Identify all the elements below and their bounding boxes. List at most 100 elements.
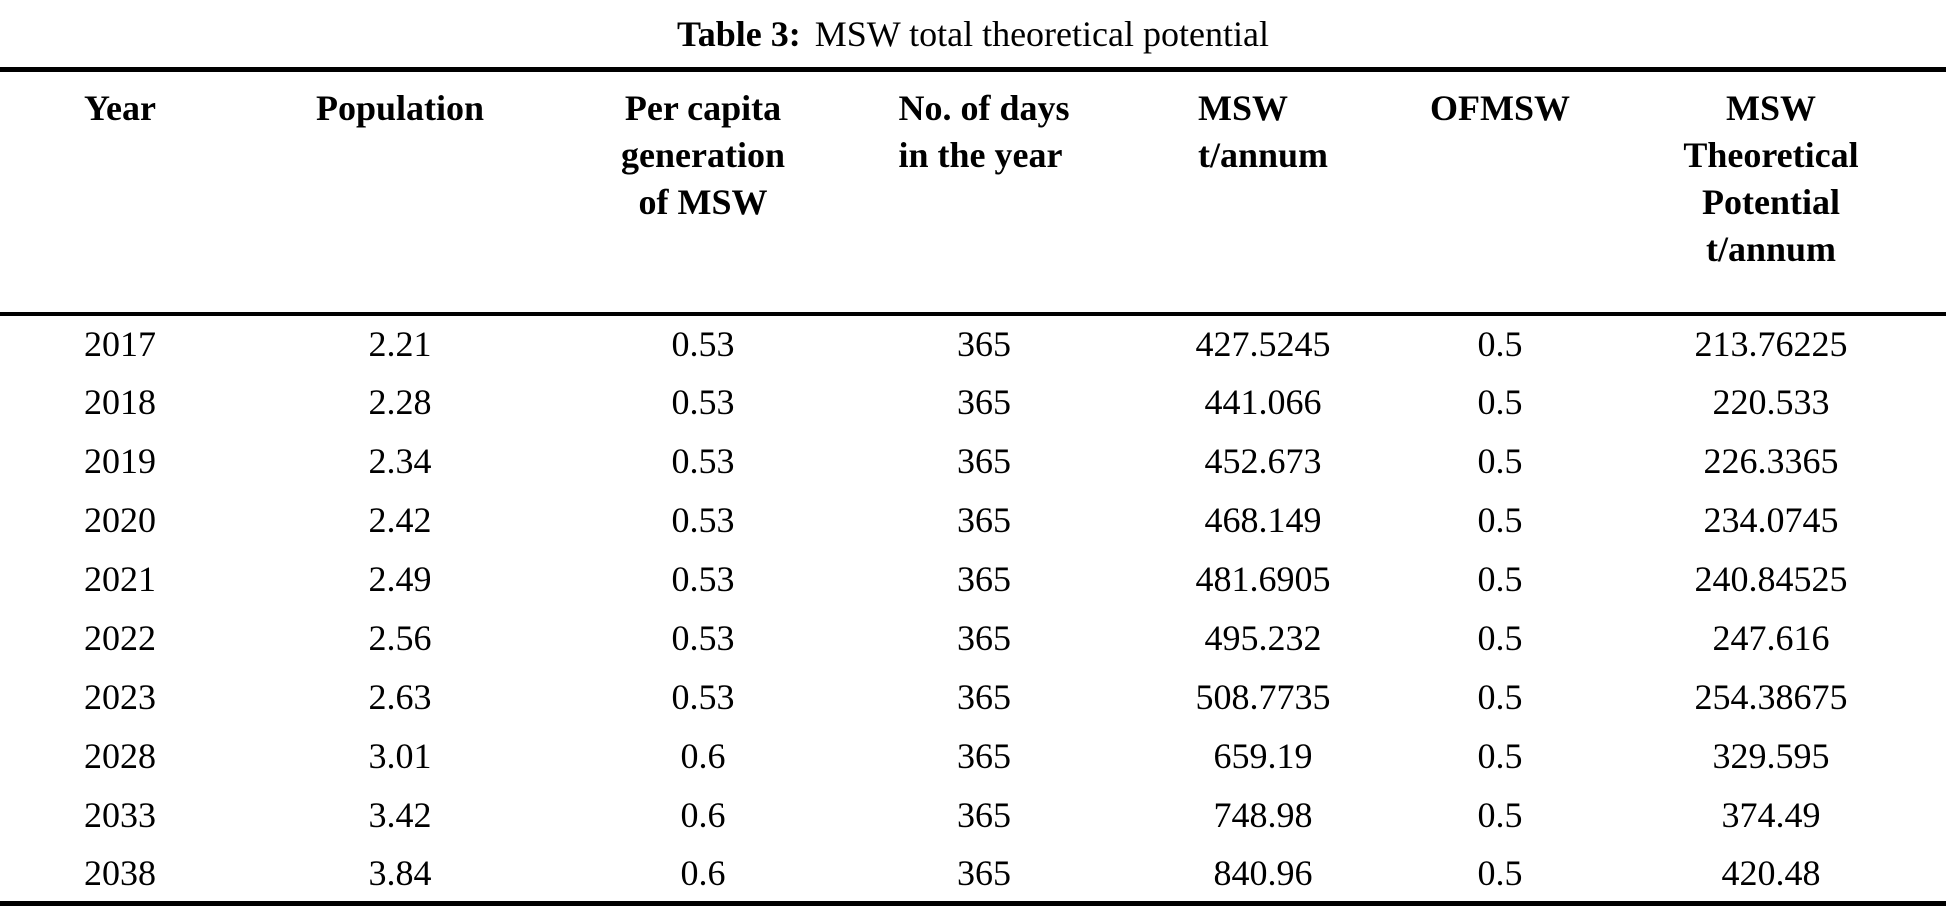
column-header-msw-t-annum: MSW t/annum (1122, 69, 1404, 316)
table-cell: 0.53 (671, 559, 735, 599)
table-cell: 495.232 (1204, 618, 1322, 658)
table-cell: 2017 (84, 324, 156, 364)
column-header-block: OFMSW (1430, 85, 1570, 132)
column-header-line: generation (621, 135, 785, 175)
table-cell: 2038 (84, 852, 156, 893)
column-header-year: Year (0, 69, 240, 316)
table-cell: 365 (957, 382, 1011, 422)
table-cell: 365 (957, 559, 1011, 599)
column-header-block: No. of days in the year (898, 85, 1069, 179)
table-row-2018: 2018 2.28 0.53 365 441.066 0.5 220.533 (0, 373, 1946, 432)
table-row-2028: 2028 3.01 0.6 365 659.19 0.5 329.595 (0, 727, 1946, 786)
table-row-2019: 2019 2.34 0.53 365 452.673 0.5 226.3365 (0, 432, 1946, 491)
table-cell: 0.53 (671, 677, 735, 717)
table-caption-label: Table 3: (677, 13, 801, 54)
table-row-2023: 2023 2.63 0.53 365 508.7735 0.5 254.38675 (0, 668, 1946, 727)
table-cell: 0.5 (1477, 559, 1523, 599)
table-body: 2017 2.21 0.53 365 427.5245 0.5 213.76225 2018 2… (0, 314, 1946, 904)
table-header-row: Year Population Per capita generation of MSW… (0, 69, 1946, 316)
table-cell: 374.49 (1721, 795, 1821, 835)
table-cell: 365 (957, 324, 1011, 364)
column-header-line: MSW (1725, 88, 1816, 128)
column-header-line: Population (315, 88, 485, 128)
table-cell: 0.53 (671, 382, 735, 422)
table-caption-title: MSW total theoretical potential (814, 13, 1269, 54)
table-row-2021: 2021 2.49 0.53 365 481.6905 0.5 240.84525 (0, 550, 1946, 609)
table-cell: 2019 (84, 441, 156, 481)
column-header-line: Per capita (624, 88, 782, 128)
table-cell: 840.96 (1213, 852, 1313, 893)
column-header-population: Population (240, 69, 560, 316)
table-cell: 2018 (84, 382, 156, 422)
table-row-2033: 2033 3.42 0.6 365 748.98 0.5 374.49 (0, 786, 1946, 845)
table-cell: 0.53 (671, 324, 735, 364)
table-cell: 3.01 (368, 736, 432, 776)
column-header-line: of MSW (638, 182, 768, 222)
table-cell: 468.149 (1204, 500, 1322, 540)
table-cell: 254.38675 (1694, 677, 1848, 717)
table-cell: 748.98 (1213, 795, 1313, 835)
table-cell: 0.5 (1477, 441, 1523, 481)
table-cell: 0.5 (1477, 677, 1523, 717)
column-header-block: Population (316, 85, 484, 132)
table-cell: 234.0745 (1703, 500, 1839, 540)
table-cell: 365 (957, 677, 1011, 717)
table-cell: 452.673 (1204, 441, 1322, 481)
table-cell: 0.6 (680, 795, 726, 835)
table-cell: 508.7735 (1195, 677, 1331, 717)
column-header-ofmsw: OFMSW (1404, 69, 1596, 316)
column-header-line: No. of days (898, 88, 1070, 128)
table-cell: 427.5245 (1195, 324, 1331, 364)
table-cell: 0.5 (1477, 618, 1523, 658)
column-header-no-of-days-in-the-year: No. of days in the year (846, 69, 1122, 316)
column-header-block: MSW Theoretical Potential t/annum (1683, 85, 1858, 273)
table-cell: 0.5 (1477, 736, 1523, 776)
column-header-line: MSW (1197, 88, 1288, 128)
table-caption: Table 3: MSW total theoretical potential (0, 0, 1946, 67)
table-cell: 329.595 (1712, 736, 1830, 776)
table-cell: 2021 (84, 559, 156, 599)
table-cell: 365 (957, 795, 1011, 835)
column-header-line: Theoretical (1683, 135, 1859, 175)
column-header-line: OFMSW (1430, 88, 1570, 128)
table-cell: 2.56 (368, 618, 432, 658)
table-cell: 2023 (84, 677, 156, 717)
table-cell: 226.3365 (1703, 441, 1839, 481)
column-header-msw-theoretical-potential-t-annum: MSW Theoretical Potential t/annum (1596, 69, 1946, 316)
column-header-line: Potential (1702, 182, 1840, 222)
table-row-2017: 2017 2.21 0.53 365 427.5245 0.5 213.76225 (0, 314, 1946, 373)
table-cell: 0.5 (1477, 324, 1523, 364)
column-header-line: Year (84, 88, 156, 128)
table-cell: 365 (957, 441, 1011, 481)
table-row-2020: 2020 2.42 0.53 365 468.149 0.5 234.0745 (0, 491, 1946, 550)
table-cell: 3.42 (368, 795, 432, 835)
table-cell: 0.6 (680, 852, 726, 893)
table-cell: 2.49 (368, 559, 432, 599)
table-cell: 2022 (84, 618, 156, 658)
table-cell: 2.21 (368, 324, 432, 364)
table-cell: 0.5 (1477, 500, 1523, 540)
table-cell: 420.48 (1721, 852, 1821, 893)
column-header-block: MSW t/annum (1198, 85, 1328, 179)
table-cell: 2.63 (368, 677, 432, 717)
table-cell: 2.28 (368, 382, 432, 422)
table-cell: 213.76225 (1694, 324, 1848, 364)
table-cell: 481.6905 (1195, 559, 1331, 599)
table-cell: 240.84525 (1694, 559, 1848, 599)
table-cell: 365 (957, 500, 1011, 540)
table-cell: 0.5 (1477, 852, 1523, 893)
column-header-line: t/annum (1705, 229, 1837, 269)
table-cell: 659.19 (1213, 736, 1313, 776)
table-cell: 365 (957, 618, 1011, 658)
table-cell: 2.42 (368, 500, 432, 540)
table-cell: 365 (957, 736, 1011, 776)
table-cell: 365 (957, 852, 1011, 893)
table-cell: 0.53 (671, 500, 735, 540)
table-cell: 0.53 (671, 441, 735, 481)
column-header-per-capita-generation-of-msw: Per capita generation of MSW (560, 69, 846, 316)
table-cell: 0.53 (671, 618, 735, 658)
table-cell: 441.066 (1204, 382, 1322, 422)
msw-theoretical-potential-table: Year Population Per capita generation of MSW… (0, 67, 1946, 906)
table-cell: 0.5 (1477, 382, 1523, 422)
column-header-block: Year (84, 85, 156, 132)
